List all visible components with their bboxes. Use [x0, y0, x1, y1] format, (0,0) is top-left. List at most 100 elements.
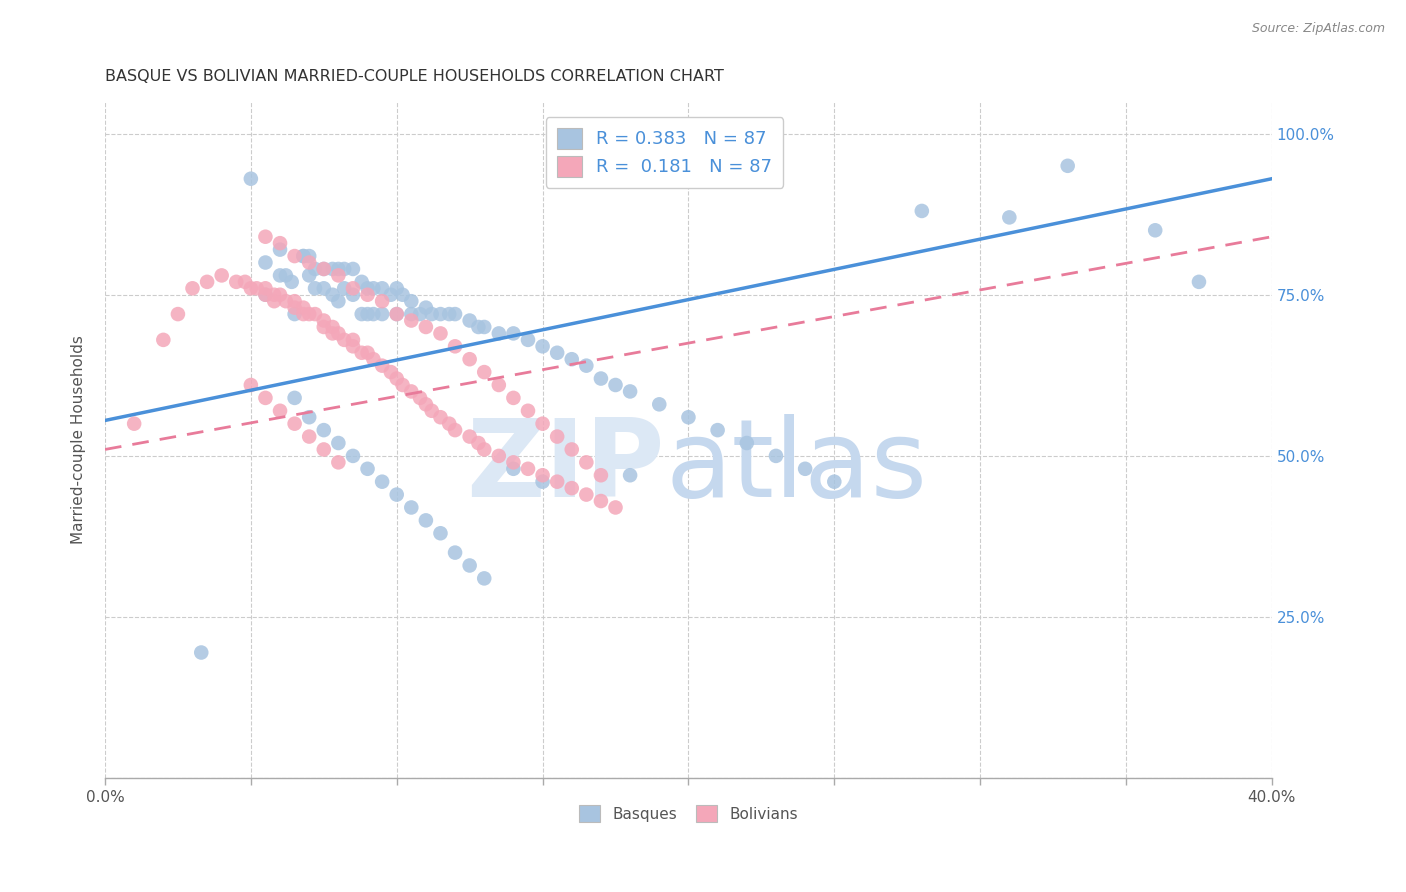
- Point: [1056, 159, 1078, 173]
- Point: [735, 436, 758, 450]
- Point: [561, 352, 583, 367]
- Point: [488, 326, 510, 341]
- Point: [531, 468, 554, 483]
- Point: [190, 646, 212, 660]
- Point: [233, 275, 256, 289]
- Point: [342, 281, 364, 295]
- Point: [589, 494, 612, 508]
- Point: [312, 262, 335, 277]
- Point: [280, 275, 302, 289]
- Point: [472, 442, 495, 457]
- Point: [401, 307, 423, 321]
- Point: [420, 307, 443, 321]
- Point: [342, 287, 364, 301]
- Point: [328, 436, 350, 450]
- Text: ZIP: ZIP: [467, 414, 665, 520]
- Point: [371, 475, 394, 489]
- Point: [269, 243, 291, 257]
- Point: [589, 468, 612, 483]
- Point: [415, 320, 437, 334]
- Point: [619, 468, 641, 483]
- Point: [312, 442, 335, 457]
- Point: [304, 307, 326, 321]
- Point: [363, 307, 385, 321]
- Point: [429, 526, 451, 541]
- Point: [274, 268, 297, 283]
- Point: [298, 307, 321, 321]
- Point: [254, 287, 277, 301]
- Point: [385, 307, 408, 321]
- Point: [765, 449, 787, 463]
- Point: [322, 326, 344, 341]
- Point: [458, 429, 481, 443]
- Point: [284, 294, 307, 309]
- Point: [429, 307, 451, 321]
- Point: [561, 481, 583, 495]
- Point: [328, 268, 350, 283]
- Point: [1188, 275, 1211, 289]
- Point: [292, 307, 315, 321]
- Point: [254, 391, 277, 405]
- Point: [195, 275, 218, 289]
- Point: [181, 281, 204, 295]
- Point: [350, 345, 373, 359]
- Point: [385, 487, 408, 501]
- Point: [401, 500, 423, 515]
- Point: [298, 268, 321, 283]
- Point: [706, 423, 728, 437]
- Point: [284, 301, 307, 315]
- Point: [420, 404, 443, 418]
- Point: [322, 262, 344, 277]
- Point: [298, 410, 321, 425]
- Point: [371, 294, 394, 309]
- Point: [239, 378, 262, 392]
- Point: [328, 326, 350, 341]
- Point: [429, 326, 451, 341]
- Point: [356, 287, 378, 301]
- Point: [794, 462, 817, 476]
- Point: [502, 455, 524, 469]
- Point: [254, 281, 277, 295]
- Point: [531, 475, 554, 489]
- Point: [122, 417, 145, 431]
- Point: [269, 236, 291, 251]
- Point: [322, 287, 344, 301]
- Point: [371, 307, 394, 321]
- Point: [517, 462, 540, 476]
- Point: [998, 211, 1021, 225]
- Point: [546, 475, 568, 489]
- Point: [575, 487, 598, 501]
- Point: [312, 320, 335, 334]
- Point: [284, 391, 307, 405]
- Point: [356, 281, 378, 295]
- Point: [444, 423, 467, 437]
- Text: atlas: atlas: [665, 414, 927, 520]
- Point: [472, 365, 495, 379]
- Point: [328, 262, 350, 277]
- Point: [911, 203, 934, 218]
- Point: [312, 262, 335, 277]
- Point: [304, 281, 326, 295]
- Point: [292, 249, 315, 263]
- Point: [546, 429, 568, 443]
- Point: [385, 371, 408, 385]
- Point: [254, 287, 277, 301]
- Point: [467, 436, 489, 450]
- Point: [263, 287, 285, 301]
- Point: [648, 397, 671, 411]
- Point: [363, 352, 385, 367]
- Point: [619, 384, 641, 399]
- Point: [263, 294, 285, 309]
- Point: [356, 462, 378, 476]
- Point: [385, 281, 408, 295]
- Point: [342, 262, 364, 277]
- Point: [269, 404, 291, 418]
- Point: [391, 378, 413, 392]
- Point: [517, 333, 540, 347]
- Point: [409, 391, 432, 405]
- Y-axis label: Married-couple Households: Married-couple Households: [72, 335, 86, 544]
- Point: [502, 462, 524, 476]
- Point: [284, 307, 307, 321]
- Point: [575, 455, 598, 469]
- Point: [823, 475, 845, 489]
